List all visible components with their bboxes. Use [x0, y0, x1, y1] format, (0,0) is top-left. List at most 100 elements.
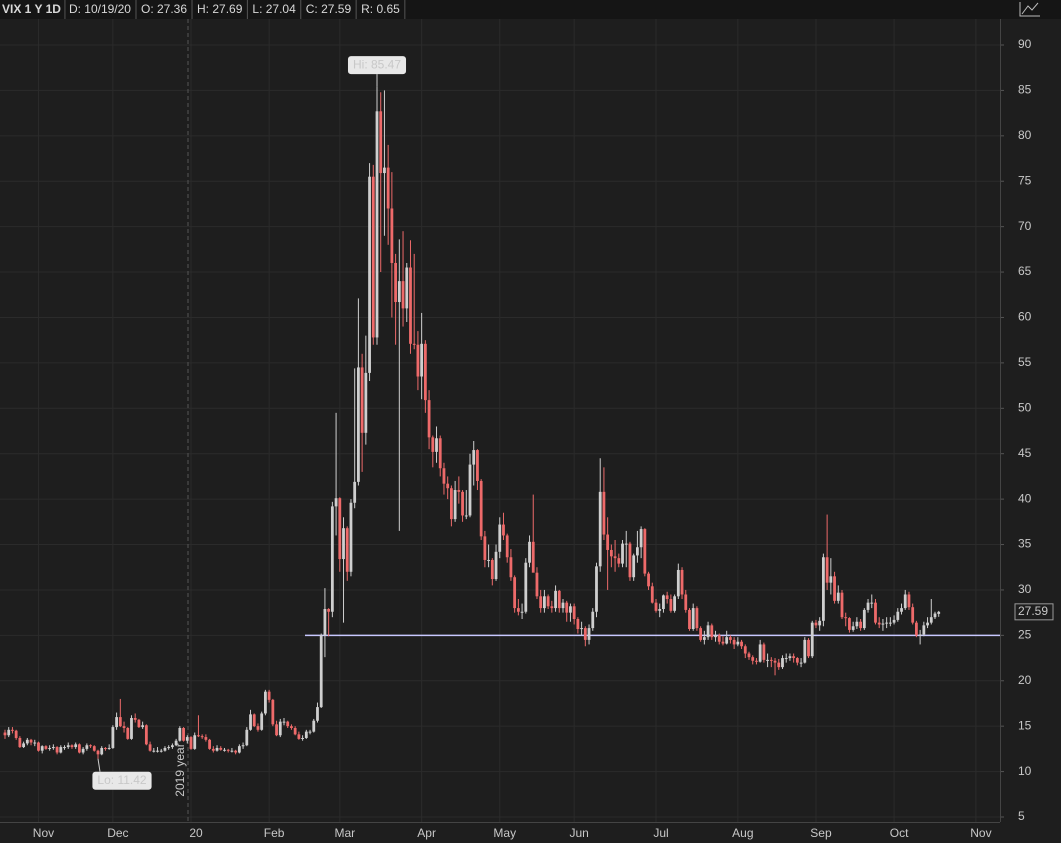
candle-body: [442, 468, 446, 484]
candle-body: [319, 635, 323, 708]
candle-body: [286, 721, 290, 727]
labels: 5 10 15 20 25 30 35 40 45 50 55 60 65 70 75 80 85 90 Nov De…: [33, 37, 1054, 840]
candle-body: [647, 573, 650, 587]
candle-body: [650, 586, 654, 603]
y-tick-label: 30: [1018, 582, 1032, 596]
candle-body: [531, 541, 535, 573]
y-tick-label: 35: [1018, 537, 1032, 551]
candle-body: [576, 619, 580, 629]
candle-body: [74, 744, 78, 748]
candle-body: [874, 602, 877, 623]
candle-body: [680, 569, 684, 595]
low-label: Lo: 11.42: [97, 773, 146, 787]
candle-body: [781, 658, 784, 668]
candle-body: [888, 622, 892, 624]
candle-body: [877, 622, 881, 625]
candle-body: [595, 566, 598, 612]
candle-body: [613, 556, 617, 559]
candle-body: [818, 620, 822, 626]
candle-body: [751, 657, 755, 661]
candle-body: [892, 619, 896, 623]
y-tick-label: 40: [1018, 491, 1032, 505]
candle-body: [691, 608, 695, 629]
candle-body: [301, 737, 304, 739]
y-tick-label: 25: [1018, 628, 1032, 642]
y-tick-label: 65: [1018, 264, 1032, 278]
last-price-box: [1014, 603, 1054, 621]
candle-body: [591, 611, 595, 629]
candle-body: [40, 746, 44, 751]
candle-body: [174, 740, 178, 746]
candle-body: [215, 747, 219, 751]
y-tick-label: 10: [1018, 764, 1032, 778]
candle-body: [63, 747, 66, 749]
candle-body: [416, 344, 420, 377]
candle-body: [208, 739, 211, 749]
candle-body: [327, 609, 331, 612]
candle-body: [487, 559, 490, 561]
candle-body: [375, 111, 379, 338]
candle-body: [676, 569, 680, 597]
candle-body: [241, 745, 245, 747]
candle-body: [758, 644, 762, 662]
candle-body: [862, 609, 866, 629]
candle-body: [357, 367, 360, 482]
candle-body: [271, 699, 275, 725]
candle-body: [520, 611, 524, 613]
candle-body: [223, 749, 226, 751]
y-tick-label: 60: [1018, 310, 1032, 324]
candle-body: [368, 176, 371, 373]
candle-body: [814, 622, 818, 626]
candle-body: [662, 595, 665, 610]
candle-body: [278, 721, 282, 736]
candle-body: [464, 515, 468, 517]
candle-body: [182, 727, 185, 741]
symbol: VIX 1 Y 1D: [2, 2, 61, 16]
candle-body: [795, 658, 799, 663]
candle-body: [870, 602, 874, 604]
candle-body: [252, 714, 256, 727]
candle-body: [769, 659, 773, 661]
candle-body: [807, 639, 810, 657]
candle-body: [148, 744, 152, 751]
candle-body: [624, 543, 628, 545]
candle-body: [438, 438, 442, 469]
candle-body: [193, 735, 197, 749]
candle-body: [513, 577, 517, 609]
x-tick-label: Dec: [107, 826, 128, 840]
candles: [3, 86, 1000, 759]
candle-body: [144, 725, 148, 745]
candle-body: [22, 743, 25, 748]
candle-body: [234, 750, 238, 753]
candle-body: [230, 750, 234, 752]
candle-body: [111, 727, 115, 748]
candle-body: [654, 602, 658, 611]
candle-body: [461, 491, 464, 516]
candle-body: [18, 737, 22, 748]
candle-body: [70, 745, 74, 748]
candle-body: [345, 528, 349, 572]
candle-body: [11, 729, 14, 731]
candle-body: [918, 634, 922, 636]
candle-body: [211, 748, 215, 751]
candle-body: [907, 594, 911, 608]
callout-box: [92, 771, 152, 790]
candle-body: [468, 464, 472, 516]
candle-body: [360, 367, 364, 433]
candle-body: [435, 438, 438, 452]
candle-body: [3, 732, 7, 736]
candle-body: [636, 547, 639, 556]
candle-body: [226, 749, 230, 751]
candle-body: [714, 635, 717, 638]
candle-body: [762, 644, 766, 660]
candle-body: [178, 727, 182, 741]
candle-body: [665, 595, 669, 600]
candle-body: [267, 691, 271, 700]
candle-body: [543, 596, 546, 609]
candle-body: [122, 726, 126, 728]
candle-body: [609, 549, 613, 557]
chart-settings-icon[interactable]: [1019, 2, 1040, 17]
candle-body: [167, 747, 171, 749]
candle-body: [516, 608, 520, 612]
candle-body: [256, 726, 260, 730]
